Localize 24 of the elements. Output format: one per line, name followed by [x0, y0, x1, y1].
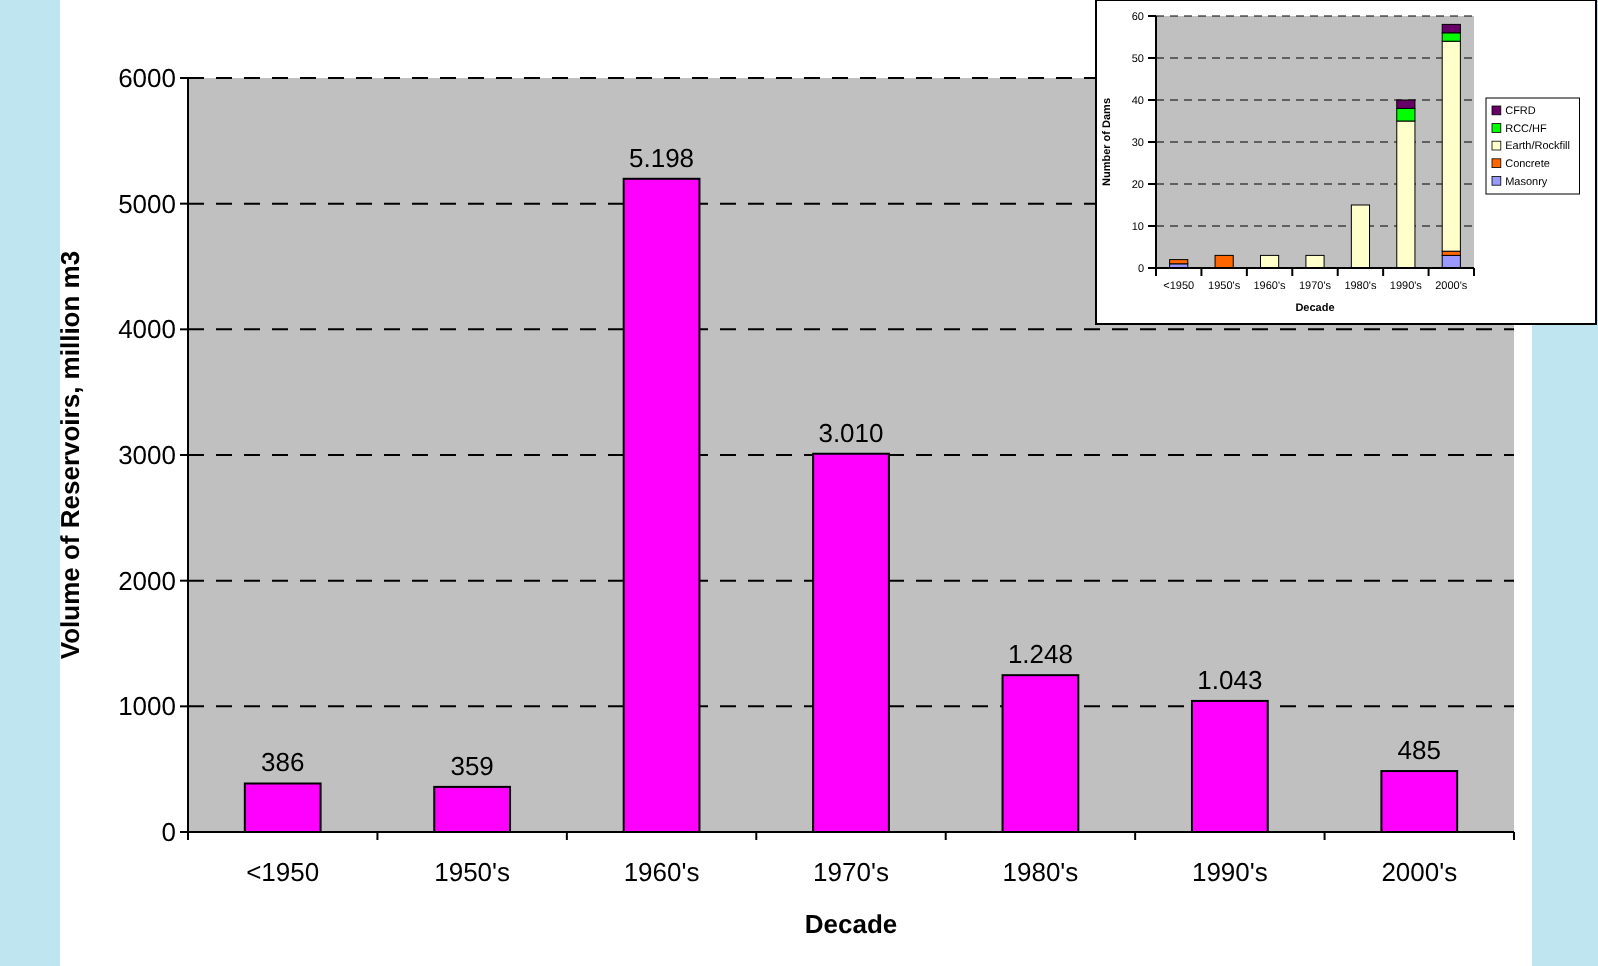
x-tick-label: 1990's: [1191, 857, 1269, 888]
data-label: 386: [261, 747, 305, 778]
data-label: 3.010: [818, 417, 884, 448]
y-tick-label: 6000: [118, 63, 176, 94]
y-tick-label: 3000: [118, 440, 176, 471]
data-label: 1.248: [1007, 639, 1073, 670]
x-tick-label: 1960's: [623, 857, 701, 888]
data-label: 1.043: [1197, 664, 1263, 695]
x-axis-title: Decade: [804, 909, 898, 940]
y-tick-label: 2000: [118, 565, 176, 596]
y-tick-label: 4000: [118, 314, 176, 345]
y-tick-label: 5000: [118, 188, 176, 219]
x-tick-label: 1950's: [434, 857, 512, 888]
y-tick-label: 1000: [118, 691, 176, 722]
x-tick-label: 1970's: [813, 857, 890, 888]
data-label: 359: [450, 750, 494, 781]
bar: [1441, 23, 1461, 34]
x-tick-label: 1980's: [1002, 857, 1080, 888]
data-label: 485: [1397, 735, 1441, 766]
x-tick-label: 2000's: [1381, 857, 1459, 888]
x-tick-label: <1950: [246, 857, 320, 888]
y-tick-label: 0: [161, 817, 176, 848]
data-label: 5.198: [629, 142, 695, 173]
y-axis-title: Volume of Reservoirs, million m3: [54, 250, 85, 660]
